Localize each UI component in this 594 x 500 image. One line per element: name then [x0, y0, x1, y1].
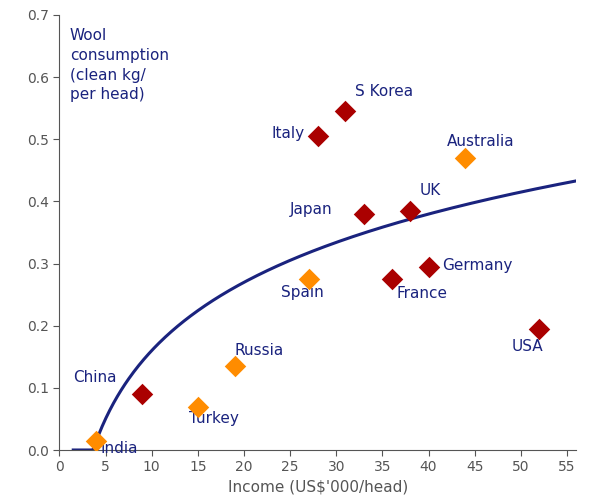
Point: [424, 262, 433, 270]
Text: Italy: Italy: [271, 126, 305, 140]
Text: UK: UK: [419, 184, 441, 198]
Point: [461, 154, 470, 162]
Point: [535, 325, 544, 333]
Point: [341, 108, 350, 116]
Point: [230, 362, 239, 370]
Point: [304, 275, 313, 283]
Text: China: China: [73, 370, 117, 385]
Text: France: France: [396, 286, 447, 301]
Point: [193, 402, 203, 410]
Point: [387, 275, 396, 283]
X-axis label: Income (US$'000/head): Income (US$'000/head): [228, 480, 408, 495]
Text: Japan: Japan: [290, 202, 333, 217]
Text: S Korea: S Korea: [355, 84, 413, 99]
Text: USA: USA: [511, 338, 543, 353]
Text: Russia: Russia: [235, 343, 284, 358]
Point: [138, 390, 147, 398]
Point: [313, 132, 323, 140]
Text: Wool
consumption
(clean kg/
per head): Wool consumption (clean kg/ per head): [69, 28, 169, 102]
Point: [359, 210, 369, 218]
Text: Turkey: Turkey: [189, 412, 238, 426]
Point: [91, 436, 101, 444]
Text: Spain: Spain: [281, 284, 324, 300]
Text: India: India: [101, 441, 138, 456]
Point: [405, 207, 415, 215]
Text: Germany: Germany: [443, 258, 513, 273]
Text: Australia: Australia: [447, 134, 514, 148]
